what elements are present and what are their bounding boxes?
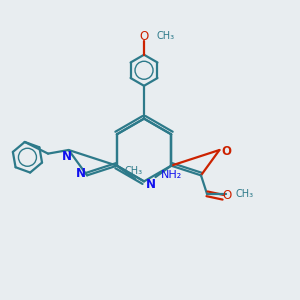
Text: N: N <box>146 178 156 191</box>
Text: O: O <box>140 30 149 43</box>
Text: N: N <box>76 167 85 180</box>
Text: CH₃: CH₃ <box>236 189 253 199</box>
Text: N: N <box>62 150 72 163</box>
Text: O: O <box>221 145 231 158</box>
Text: CH₃: CH₃ <box>124 167 142 176</box>
Text: O: O <box>222 189 231 202</box>
Text: NH₂: NH₂ <box>161 170 182 180</box>
Text: CH₃: CH₃ <box>157 31 175 41</box>
